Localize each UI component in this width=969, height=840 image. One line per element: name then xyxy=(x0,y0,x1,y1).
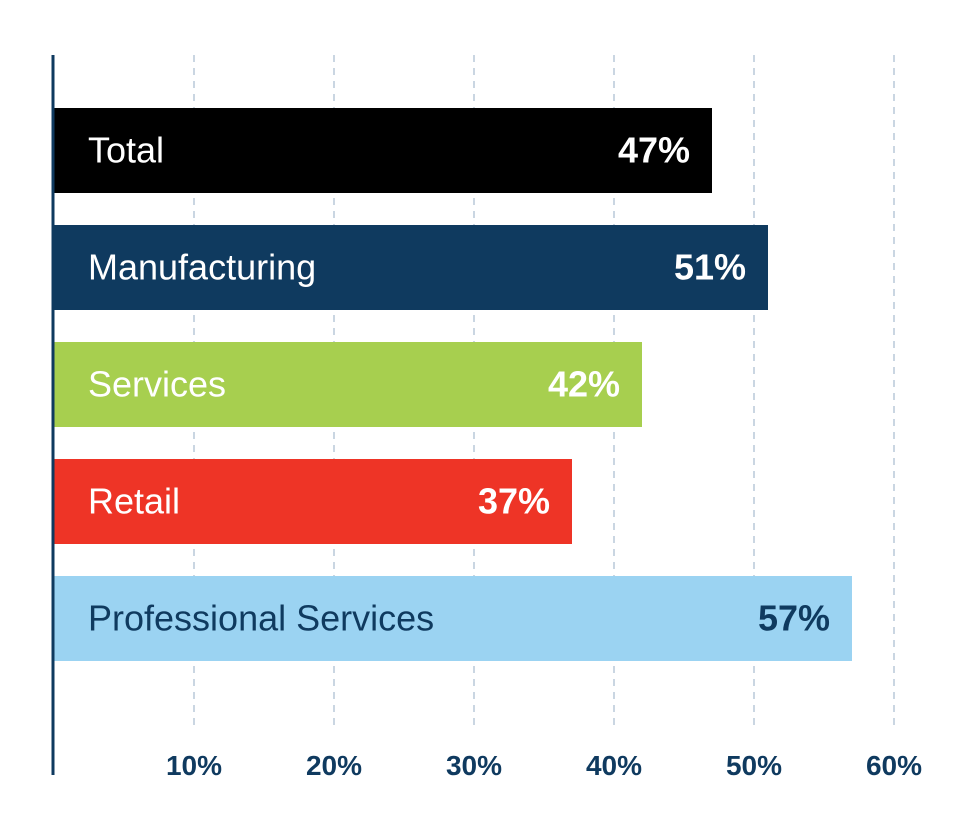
bar-label: Manufacturing xyxy=(88,247,316,288)
bar-retail xyxy=(54,459,572,544)
bar-total xyxy=(54,108,712,193)
bar-group-2: Services 42% xyxy=(54,342,642,427)
x-axis-ticks: 10% 20% 30% 40% 50% 60% xyxy=(166,750,922,781)
bar-label: Services xyxy=(88,364,226,405)
bar-label: Professional Services xyxy=(88,598,434,639)
bar-value-label: 57% xyxy=(758,598,830,639)
bar-label: Retail xyxy=(88,481,180,522)
x-tick-label: 10% xyxy=(166,750,222,781)
bars: Total 47% Manufacturing 51% Services 42% Retai… xyxy=(54,108,852,661)
bar-professional-services xyxy=(54,576,852,661)
bar-label: Total xyxy=(88,130,164,171)
bar-services xyxy=(54,342,642,427)
bar-group-3: Retail 37% xyxy=(54,459,572,544)
bar-manufacturing xyxy=(54,225,768,310)
x-tick-label: 20% xyxy=(306,750,362,781)
bar-value-label: 42% xyxy=(548,364,620,405)
bar-value-label: 37% xyxy=(478,481,550,522)
x-tick-label: 60% xyxy=(866,750,922,781)
bar-value-label: 47% xyxy=(618,130,690,171)
x-tick-label: 50% xyxy=(726,750,782,781)
x-tick-label: 40% xyxy=(586,750,642,781)
bar-group-1: Manufacturing 51% xyxy=(54,225,768,310)
x-tick-label: 30% xyxy=(446,750,502,781)
bar-group-0: Total 47% xyxy=(54,108,712,193)
bar-value-label: 51% xyxy=(674,247,746,288)
bar-group-4: Professional Services 57% xyxy=(54,576,852,661)
